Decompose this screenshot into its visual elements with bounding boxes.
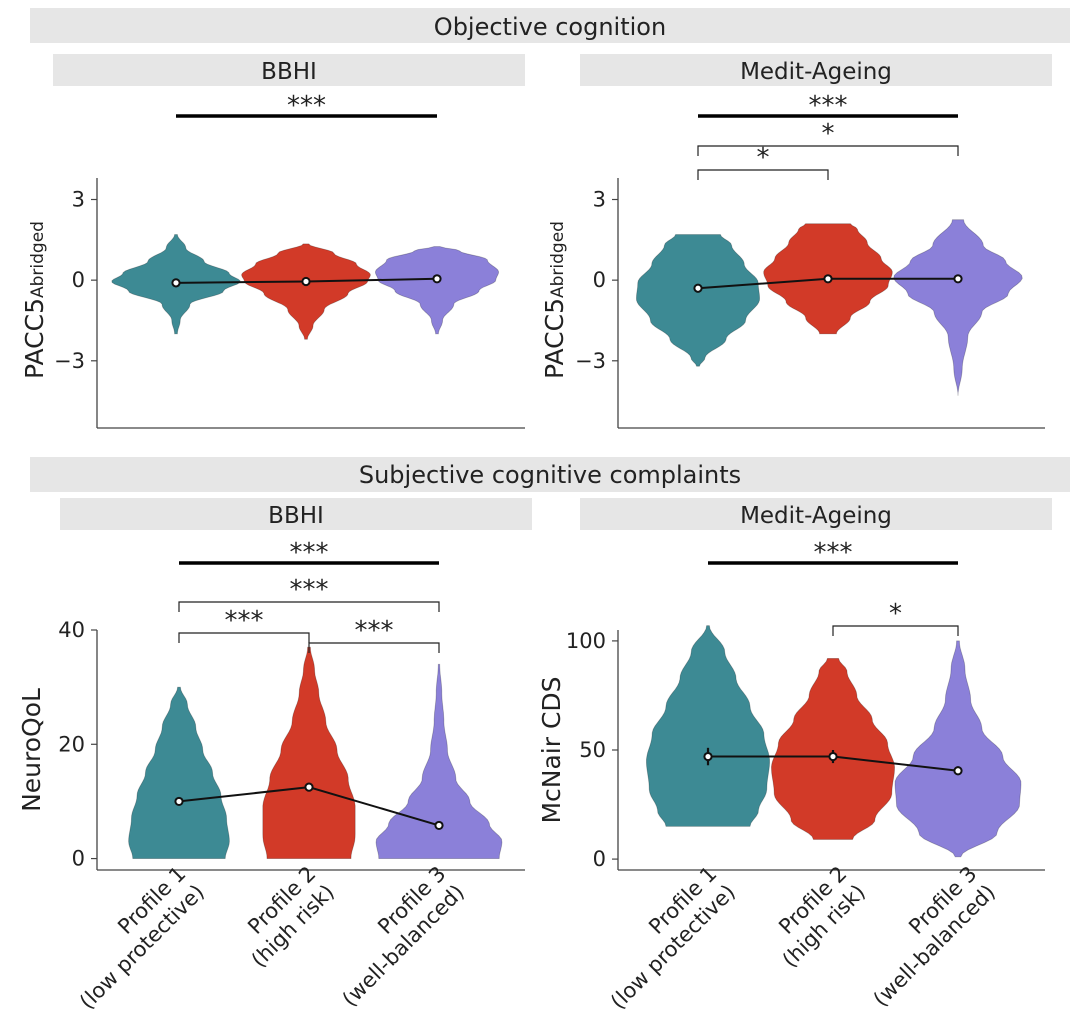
y-tick-label: 0	[593, 847, 606, 871]
violin-profile-2	[262, 646, 356, 859]
panel-title-p1: BBHI	[261, 59, 317, 85]
mean-point-profile-1	[174, 796, 184, 807]
section-header-bg	[30, 457, 1070, 492]
mean-point-profile-2	[828, 751, 838, 762]
mean-point-profile-2	[823, 274, 833, 284]
section-title-objective: Objective cognition	[434, 13, 666, 41]
significance-label: ***	[225, 606, 264, 636]
significance-bracket	[178, 632, 310, 643]
x-axis-labels-left: Profile 1(low protective) Profile 2(high…	[57, 862, 469, 1014]
significance-label: *	[822, 119, 835, 149]
significance-bracket	[308, 642, 440, 653]
y-tick-label: 3	[72, 188, 85, 212]
x-tick-label: Profile 3(well-balanced)	[850, 862, 1000, 1012]
x-axis-labels-right: Profile 1(low protective) Profile 2(high…	[588, 862, 1000, 1014]
significance-label: *	[757, 143, 770, 173]
significance-label: *	[889, 599, 902, 629]
panel-header-bg	[580, 498, 1052, 530]
mean-point-profile-2	[304, 782, 314, 792]
violin-profile-3	[893, 219, 1023, 396]
panel-title-p4: Medit-Ageing	[740, 503, 892, 529]
y-tick-label: 20	[58, 732, 85, 756]
significance-bracket	[178, 601, 440, 612]
y-tick-label: 0	[72, 847, 85, 871]
y-tick-label: 40	[58, 618, 85, 642]
violin-profile-3	[375, 663, 503, 859]
mean-point-profile-3	[434, 820, 444, 831]
significance-label: ***	[809, 91, 848, 121]
y-axis-label-p4: McNair CDS	[537, 676, 566, 823]
y-tick-label: −3	[54, 349, 85, 373]
violin-profile-1	[646, 625, 770, 827]
violin-profile-2	[241, 243, 371, 340]
panel-header-bg	[60, 498, 532, 530]
y-tick-label: 0	[72, 268, 85, 292]
section-title-subjective: Subjective cognitive complaints	[359, 461, 741, 489]
significance-bracket	[697, 145, 959, 156]
panel-title-p3: BBHI	[268, 503, 324, 529]
y-tick-label: 0	[593, 268, 606, 292]
x-tick-label: Profile 1(low protective)	[57, 862, 209, 1014]
mean-point-profile-1	[703, 751, 713, 762]
significance-bracket	[832, 625, 959, 636]
panel-title-p2: Medit-Ageing	[740, 59, 892, 85]
panel-header-bg	[580, 54, 1052, 86]
x-tick-label: Profile 2(high risk)	[228, 862, 339, 973]
violin-profile-3	[894, 640, 1022, 858]
violin-panel-bbhi-subjective: 40 20 0 *** *** *** ***	[58, 538, 525, 871]
panel-header-bg	[53, 54, 525, 86]
mean-point-profile-3	[432, 274, 442, 284]
y-tick-label: 50	[579, 738, 606, 762]
y-axis-label-p3: NeuroQoL	[17, 688, 46, 812]
y-axis-label-p2: PACC5Abridged	[540, 221, 569, 379]
mean-point-profile-1	[171, 278, 181, 288]
x-tick-label: Profile 3(well-balanced)	[319, 862, 469, 1012]
significance-label: ***	[355, 616, 394, 646]
x-tick-label: Profile 2(high risk)	[759, 862, 870, 973]
significance-bracket	[697, 169, 829, 180]
violin-profile-1	[128, 686, 230, 859]
mean-point-profile-3	[953, 766, 963, 776]
y-tick-label: 3	[593, 188, 606, 212]
significance-label: ***	[290, 575, 329, 605]
significance-label: ***	[814, 538, 853, 568]
mean-point-profile-1	[693, 283, 703, 293]
violin-profile-2	[770, 658, 896, 840]
significance-label: ***	[287, 91, 326, 121]
y-tick-label: −3	[575, 349, 606, 373]
violin-panel-bbhi-objective: 3 0 −3 ***	[54, 91, 525, 429]
mean-point-profile-3	[953, 274, 963, 284]
significance-label: ***	[290, 538, 329, 568]
x-tick-label: Profile 1(low protective)	[588, 862, 740, 1014]
y-axis-label-p1: PACC5Abridged	[20, 221, 49, 379]
violin-profile-3	[374, 246, 500, 335]
violin-panel-medit-objective: 30−3*****	[575, 91, 1045, 429]
y-tick-label: 100	[566, 629, 606, 653]
section-header-bg	[30, 8, 1070, 43]
mean-point-profile-2	[301, 276, 311, 287]
violin-profile-1	[635, 234, 761, 367]
